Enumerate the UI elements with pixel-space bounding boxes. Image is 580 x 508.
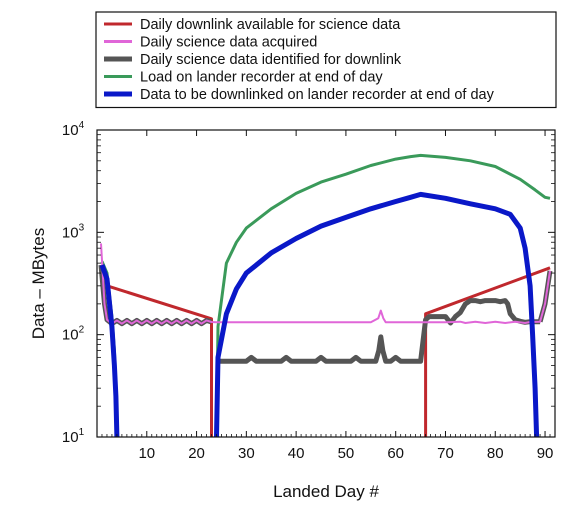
x-tick-label-50: 50 [338, 445, 355, 462]
legend-label-2: Daily science data acquired [140, 35, 317, 51]
series-line-1-segment-2 [424, 266, 551, 437]
x-tick-label-40: 40 [288, 445, 305, 462]
series-line-4-segment-2 [215, 153, 551, 437]
legend-label-1: Daily downlink available for science dat… [140, 17, 401, 33]
legend: Daily downlink available for science dat… [95, 11, 557, 109]
series-line-5-segment-1 [99, 264, 120, 437]
x-axis-label: Landed Day # [273, 482, 379, 501]
legend-label-4: Load on lander recorder at end of day [140, 70, 383, 86]
x-tick-label-70: 70 [437, 445, 454, 462]
series-line-1-segment-1 [106, 284, 213, 437]
y-tick-label-10000: 104 [62, 120, 85, 139]
legend-box [95, 11, 557, 109]
legend-label-3: Daily science data identified for downli… [140, 52, 402, 68]
ticks-layer: 10 20 30 40 50 60 70 80 90 101 102 103 104 [62, 120, 555, 462]
y-tick-label-100: 102 [62, 325, 85, 344]
series-line-5-segment-2 [214, 191, 540, 437]
series-line-2-segment-1 [100, 243, 551, 325]
x-tick-label-90: 90 [537, 445, 554, 462]
x-tick-label-60: 60 [387, 445, 404, 462]
y-tick-label-10: 101 [62, 427, 85, 446]
x-tick-label-30: 30 [238, 445, 255, 462]
y-tick-label-1000: 103 [62, 222, 85, 241]
x-tick-label-10: 10 [138, 445, 155, 462]
y-axis-label: Data – MBytes [29, 228, 48, 340]
legend-label-5: Data to be downlinked on lander recorder… [140, 87, 495, 103]
series-layer [98, 153, 553, 437]
x-tick-label-80: 80 [487, 445, 504, 462]
x-tick-label-20: 20 [188, 445, 205, 462]
series-line-3-segment-2 [216, 298, 541, 364]
